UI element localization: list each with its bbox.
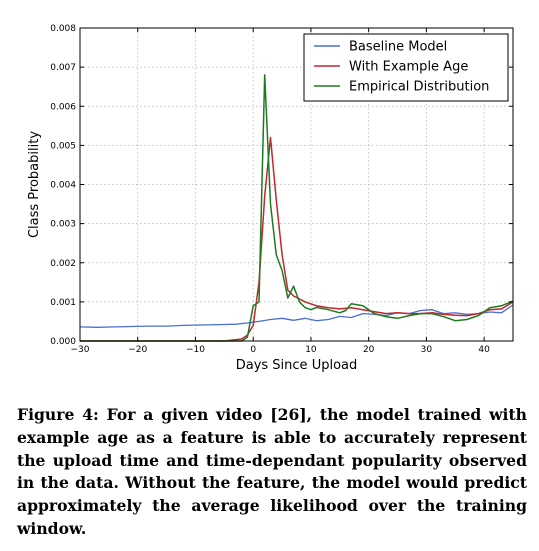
series-line-2 (80, 136, 514, 342)
y-tick-label: 0.005 (50, 141, 76, 151)
series-line-1 (79, 304, 514, 328)
legend: Baseline Model With Example Age Empirical … (303, 33, 509, 102)
y-tick-label: 0.003 (50, 220, 76, 230)
x-tick-label: −30 (71, 345, 90, 355)
y-tick-label: 0.007 (50, 63, 76, 73)
y-tick-label: 0.008 (50, 24, 76, 34)
legend-label: Empirical Distribution (349, 80, 489, 95)
y-tick-label: 0.000 (50, 337, 76, 347)
x-tick-label: 10 (305, 345, 317, 355)
y-tick-label: 0.001 (50, 298, 76, 308)
legend-label: With Example Age (349, 60, 468, 75)
line-chart: −30 −20 −10 0 10 20 30 40 0.000 0.001 0.002 0.003 0.… (27, 24, 514, 373)
legend-box (303, 33, 509, 102)
series-lines (79, 74, 514, 342)
figure-caption: Figure 4: For a given video [26], the mo… (17, 405, 527, 538)
y-tick-label: 0.004 (50, 181, 76, 191)
series-line-3 (80, 74, 514, 342)
x-tick-label: 20 (363, 345, 375, 355)
y-tick-label: 0.006 (50, 102, 76, 112)
legend-label: Baseline Model (349, 40, 447, 55)
x-tick-label: −10 (186, 345, 205, 355)
x-tick-label: −20 (128, 345, 147, 355)
x-tick-label: 40 (478, 345, 490, 355)
x-tick-label: 0 (250, 345, 256, 355)
x-tick-label: 30 (421, 345, 433, 355)
y-tick-label: 0.002 (50, 259, 76, 269)
y-axis-title: Class Probability (27, 131, 42, 238)
axis-ticks: −30 −20 −10 0 10 20 30 40 0.000 0.001 0.002 0.003 0.… (50, 24, 513, 355)
x-axis-title: Days Since Upload (236, 358, 358, 373)
